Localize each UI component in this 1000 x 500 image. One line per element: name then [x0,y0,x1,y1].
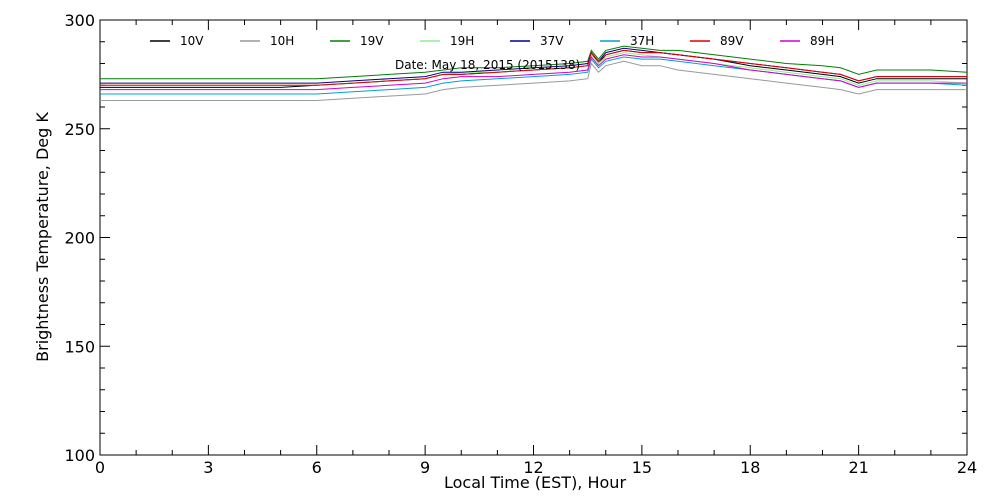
x-axis-title: Local Time (EST), Hour [444,473,626,492]
legend: 10V 10H 19V 19H 37V 37H 89V 89H [150,34,834,48]
legend-label-37h: 37H [630,34,654,48]
legend-label-89h: 89H [810,34,834,48]
legend-label-89v: 89V [720,34,744,48]
x-tick-label: 24 [957,458,977,477]
series-line-19v [100,45,968,80]
series-line-89h [100,54,967,91]
y-tick-label: 150 [64,337,95,356]
x-tick-label: 9 [420,458,430,477]
x-tick-label: 21 [848,458,868,477]
x-tick-label: 12 [523,458,543,477]
axis-ticks [99,19,968,456]
legend-label-19h: 19H [450,34,474,48]
y-tick-label: 100 [64,446,95,465]
legend-label-37v: 37V [540,34,564,48]
x-tick-label: 15 [632,458,652,477]
x-tick-label: 18 [740,458,760,477]
y-tick-label: 250 [64,120,95,139]
legend-label-10v: 10V [180,34,204,48]
x-tick-label: 0 [95,458,105,477]
legend-label-10h: 10H [270,34,294,48]
series-line-89v [100,49,967,86]
date-annotation: Date: May 18, 2015 (2015138) [395,58,580,72]
y-tick-label: 200 [64,229,95,248]
x-tick-label: 6 [312,458,322,477]
axis-tick-labels: 0 3 6 9 12 15 18 21 24 100 150 200 250 300 [64,11,977,477]
legend-label-19v: 19V [360,34,384,48]
series-lines [100,45,968,101]
x-tick-label: 3 [203,458,213,477]
series-line-10h [100,60,967,101]
y-tick-label: 300 [64,11,95,30]
y-axis-title: Brightness Temperature, Deg K [33,112,52,362]
